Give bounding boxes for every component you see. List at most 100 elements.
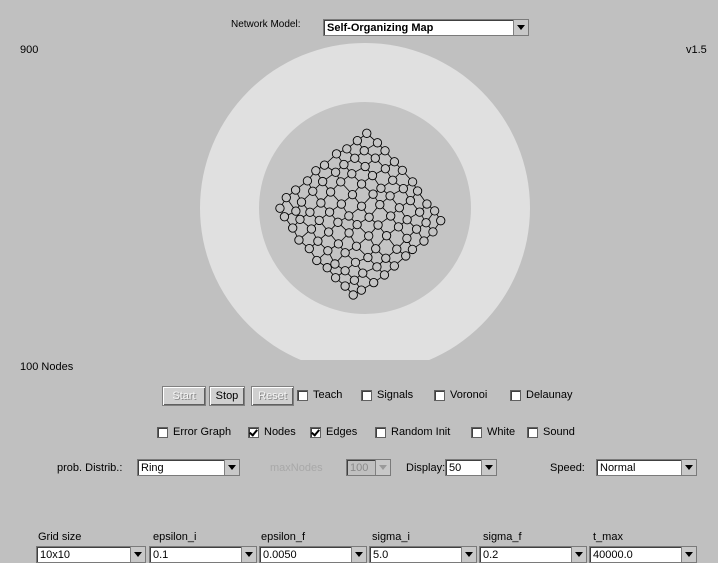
network-node bbox=[295, 214, 305, 224]
voronoi-checkbox-box[interactable] bbox=[434, 389, 445, 401]
random-init-checkbox[interactable]: Random Init bbox=[375, 426, 450, 438]
network-node bbox=[360, 161, 370, 172]
epsilon-i-label: epsilon_i bbox=[153, 531, 197, 543]
network-node bbox=[333, 217, 343, 227]
network-node bbox=[350, 257, 361, 268]
network-node bbox=[325, 187, 336, 197]
network-model-label: Network Model: bbox=[231, 19, 301, 30]
version-label: v1.5 bbox=[686, 44, 707, 56]
network-node bbox=[339, 159, 349, 170]
network-node bbox=[398, 184, 408, 194]
voronoi-checkbox-label: Voronoi bbox=[450, 389, 488, 401]
grid-size-select[interactable]: 10x10 bbox=[36, 546, 146, 563]
nodes-checkbox[interactable]: Nodes bbox=[248, 426, 296, 438]
network-node bbox=[336, 177, 346, 187]
delaunay-checkbox-box[interactable] bbox=[510, 389, 521, 401]
nodes-checkbox-box[interactable] bbox=[248, 426, 259, 438]
network-node bbox=[397, 165, 408, 176]
network-node bbox=[296, 197, 307, 207]
network-node bbox=[306, 224, 317, 234]
prob-distrib-select[interactable]: Ring bbox=[137, 459, 240, 476]
network-node bbox=[308, 186, 318, 196]
network-node bbox=[407, 177, 418, 187]
sound-checkbox-box[interactable] bbox=[527, 426, 538, 438]
sound-checkbox[interactable]: Sound bbox=[527, 426, 575, 438]
network-node bbox=[331, 149, 342, 159]
network-node bbox=[381, 231, 392, 241]
chevron-down-icon bbox=[130, 547, 145, 562]
delaunay-checkbox[interactable]: Delaunay bbox=[510, 389, 572, 401]
network-node bbox=[330, 259, 340, 269]
network-node bbox=[371, 244, 381, 254]
network-node bbox=[316, 198, 326, 208]
t-max-select[interactable]: 40000.0 bbox=[589, 546, 697, 563]
white-checkbox-label: White bbox=[487, 426, 516, 438]
epsilon-i-select[interactable]: 0.1 bbox=[149, 546, 257, 563]
network-node bbox=[275, 203, 285, 213]
error-graph-checkbox[interactable]: Error Graph bbox=[157, 426, 231, 438]
stop-button[interactable]: Stop bbox=[209, 386, 245, 406]
network-node bbox=[392, 244, 402, 254]
network-node bbox=[356, 201, 367, 211]
chevron-down-icon bbox=[481, 460, 496, 475]
max-nodes-label: maxNodes bbox=[270, 462, 323, 474]
max-nodes-select[interactable]: 100 bbox=[346, 459, 391, 476]
white-checkbox[interactable]: White bbox=[471, 426, 515, 438]
random-init-checkbox-box[interactable] bbox=[375, 426, 386, 438]
nodes-checkbox-label: Nodes bbox=[264, 426, 296, 438]
prob-distrib-value: Ring bbox=[141, 462, 164, 474]
network-node bbox=[362, 128, 372, 138]
network-model-value: Self-Organizing Map bbox=[327, 22, 434, 34]
network-node bbox=[419, 236, 429, 246]
voronoi-checkbox[interactable]: Voronoi bbox=[434, 389, 487, 401]
display-value: 50 bbox=[449, 462, 462, 474]
network-node bbox=[333, 239, 344, 249]
node-count-label: 100 Nodes bbox=[20, 361, 74, 373]
network-node bbox=[380, 146, 390, 156]
network-node bbox=[291, 206, 301, 216]
t-max-label: t_max bbox=[593, 531, 623, 543]
edges-checkbox-box[interactable] bbox=[310, 426, 321, 438]
white-checkbox-box[interactable] bbox=[471, 426, 482, 438]
sigma-i-value: 5.0 bbox=[373, 549, 389, 561]
chevron-down-icon bbox=[351, 547, 366, 562]
speed-select[interactable]: Normal bbox=[596, 459, 697, 476]
chevron-down-icon bbox=[681, 460, 696, 475]
sigma-f-label: sigma_f bbox=[483, 531, 522, 543]
error-graph-checkbox-box[interactable] bbox=[157, 426, 168, 438]
epsilon-f-select[interactable]: 0.0050 bbox=[259, 546, 367, 563]
teach-checkbox[interactable]: Teach bbox=[297, 389, 342, 401]
sigma-i-select[interactable]: 5.0 bbox=[369, 546, 477, 563]
network-node bbox=[350, 153, 360, 163]
delaunay-checkbox-label: Delaunay bbox=[526, 389, 573, 401]
teach-checkbox-box[interactable] bbox=[297, 389, 308, 401]
network-node bbox=[370, 153, 380, 163]
network-node bbox=[342, 144, 352, 154]
network-node bbox=[290, 185, 301, 195]
prob-distrib-label: prob. Distrib.: bbox=[57, 462, 123, 474]
network-node bbox=[344, 228, 354, 238]
network-node bbox=[349, 275, 360, 285]
signals-checkbox-box[interactable] bbox=[361, 389, 372, 401]
chevron-down-icon bbox=[681, 547, 696, 562]
network-node bbox=[364, 231, 374, 241]
network-model-select[interactable]: Self-Organizing Map bbox=[323, 19, 529, 36]
reset-button[interactable]: Reset bbox=[251, 386, 294, 406]
network-node bbox=[364, 212, 374, 222]
start-button[interactable]: Start bbox=[162, 386, 206, 406]
signals-checkbox[interactable]: Signals bbox=[361, 389, 413, 401]
network-node bbox=[311, 166, 321, 176]
edges-checkbox[interactable]: Edges bbox=[310, 426, 357, 438]
display-select[interactable]: 50 bbox=[445, 459, 497, 476]
speed-label: Speed: bbox=[550, 462, 585, 474]
network-node bbox=[373, 220, 383, 230]
network-node bbox=[305, 207, 315, 217]
network-node bbox=[388, 175, 398, 185]
chevron-down-icon bbox=[513, 20, 528, 35]
network-node bbox=[422, 199, 432, 209]
network-node bbox=[319, 160, 330, 170]
sigma-f-select[interactable]: 0.2 bbox=[479, 546, 587, 563]
network-node bbox=[376, 183, 386, 193]
network-node bbox=[324, 207, 335, 217]
network-node bbox=[380, 164, 391, 174]
